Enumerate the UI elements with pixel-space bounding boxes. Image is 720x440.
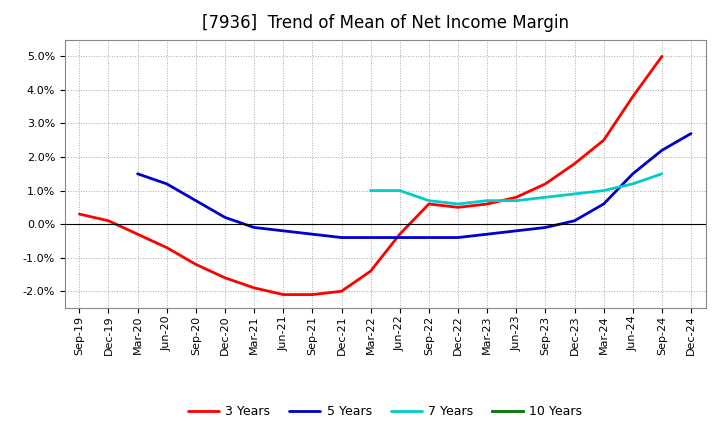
Title: [7936]  Trend of Mean of Net Income Margin: [7936] Trend of Mean of Net Income Margi… <box>202 15 569 33</box>
Legend: 3 Years, 5 Years, 7 Years, 10 Years: 3 Years, 5 Years, 7 Years, 10 Years <box>183 400 588 423</box>
